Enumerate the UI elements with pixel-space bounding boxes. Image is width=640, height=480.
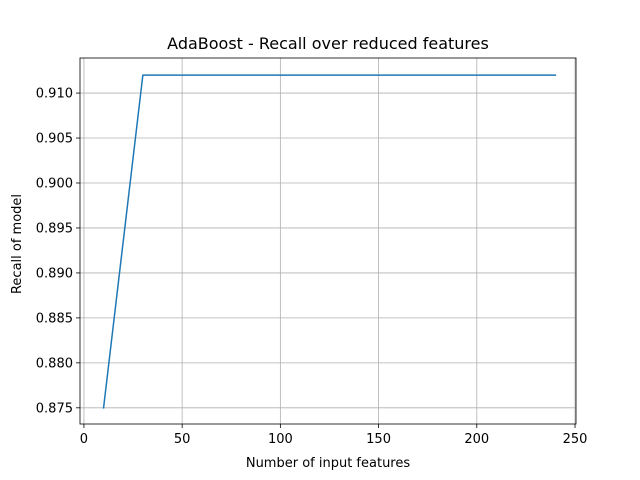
x-tick-label: 200: [464, 432, 489, 447]
y-axis-ticks: 0.875 0.880 0.885 0.890 0.895 0.900 0.905 0.910: [36, 87, 80, 416]
y-tick-label: 0.905: [36, 132, 73, 147]
y-tick-label: 0.910: [36, 87, 73, 102]
x-tick-label: 150: [366, 432, 391, 447]
y-tick-label: 0.890: [36, 266, 73, 281]
x-tick-label: 50: [174, 432, 191, 447]
x-axis-ticks: 0 50 100 150 200 250: [80, 424, 588, 447]
y-tick-label: 0.885: [36, 311, 73, 326]
y-tick-label: 0.895: [36, 221, 73, 236]
x-tick-label: 250: [563, 432, 588, 447]
x-tick-label: 0: [80, 432, 88, 447]
y-tick-label: 0.875: [36, 401, 73, 416]
series-line: [102, 74, 557, 409]
series-layer: [102, 74, 557, 409]
x-axis-label: Number of input features: [246, 456, 411, 471]
y-tick-label: 0.880: [36, 356, 73, 371]
y-tick-label: 0.900: [36, 176, 73, 191]
y-axis-label: Recall of model: [10, 194, 25, 294]
x-tick-label: 100: [268, 432, 293, 447]
plot-area-frame: [79, 57, 577, 425]
grid: [80, 58, 576, 424]
chart-title: AdaBoost - Recall over reduced features: [167, 34, 489, 53]
